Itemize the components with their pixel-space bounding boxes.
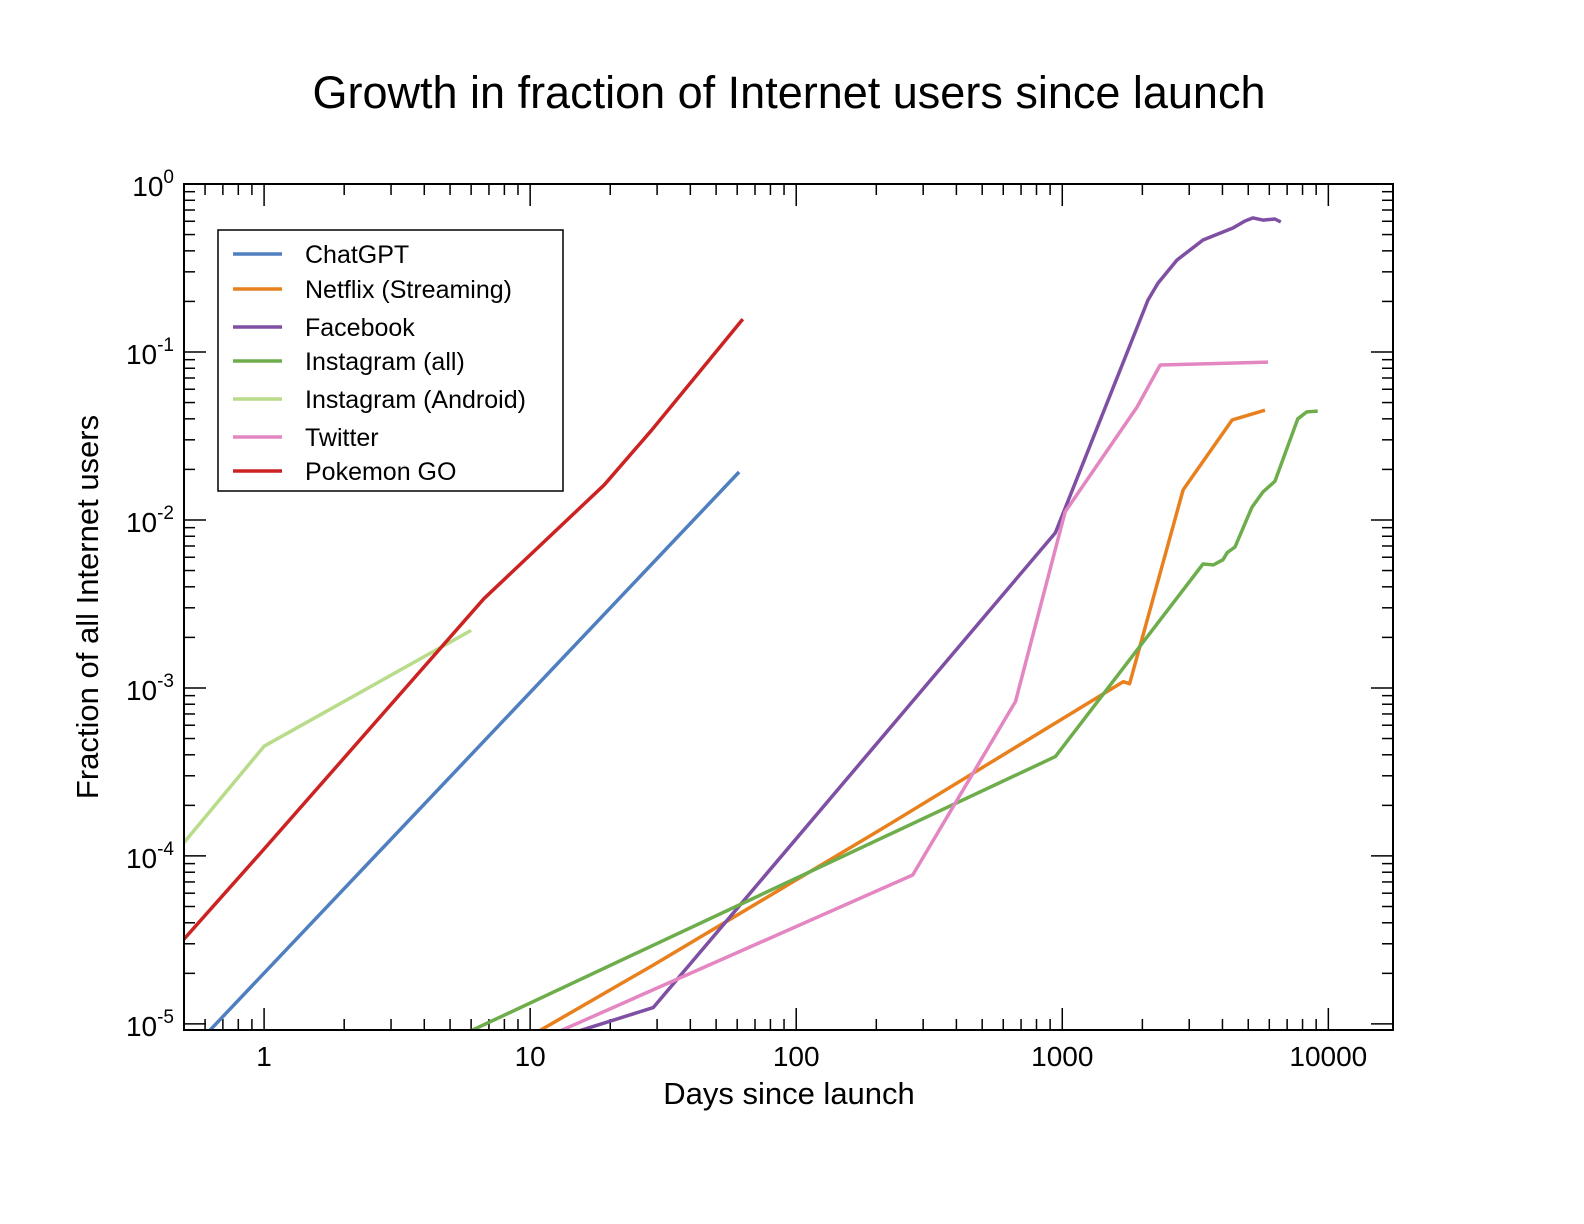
tick-labels: 1 10 100 1000 10000 100 10-1 10-2 10-3 10-4 10-5: [126, 167, 1367, 1072]
plot-frame: [183, 183, 1394, 1031]
series-line-pokemon-go: [184, 317, 745, 941]
x-tick-label: 10000: [1289, 1041, 1367, 1072]
x-tick-label: 1: [256, 1041, 272, 1072]
y-axis-label: Fraction of all Internet users: [70, 415, 105, 799]
y-tick-label: 100: [132, 167, 174, 202]
x-tick-label: 100: [773, 1041, 820, 1072]
legend-label: Instagram (Android): [305, 386, 526, 414]
x-axis-label: Days since launch: [663, 1076, 915, 1111]
series-lines: [184, 216, 1318, 1030]
y-tick-label: 10-1: [126, 335, 174, 370]
series-line-facebook: [576, 216, 1282, 1030]
legend-label: Twitter: [305, 424, 379, 452]
y-tick-label: 10-2: [126, 503, 174, 538]
legend-label: Netflix (Streaming): [305, 276, 512, 304]
legend-label: Pokemon GO: [305, 458, 456, 486]
series-line-chatgpt: [207, 470, 741, 1030]
series-line-twitter: [557, 360, 1269, 1030]
y-tick-label: 10-5: [126, 1007, 174, 1042]
legend-label: ChatGPT: [305, 241, 409, 269]
legend: ChatGPT Netflix (Streaming) Facebook Instag…: [217, 229, 564, 492]
series-line-instagram-android: [184, 628, 472, 844]
x-tick-label: 1000: [1031, 1041, 1093, 1072]
y-tick-label: 10-4: [126, 839, 174, 874]
chart-title: Growth in fraction of Internet users sin…: [313, 67, 1266, 118]
y-tick-label: 10-3: [126, 671, 174, 706]
legend-label: Instagram (all): [305, 348, 465, 376]
x-tick-label: 10: [515, 1041, 546, 1072]
series-line-netflix-streaming: [537, 408, 1266, 1030]
series-line-instagram-all: [468, 409, 1318, 1030]
legend-label: Facebook: [305, 314, 415, 342]
